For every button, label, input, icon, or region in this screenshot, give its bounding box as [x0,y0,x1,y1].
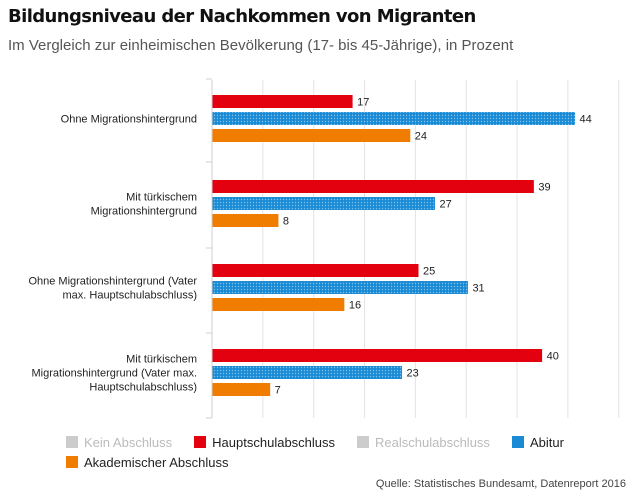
data-label: 25 [423,266,435,278]
chart-subtitle: Im Vergleich zur einheimischen Bevölkeru… [8,37,514,54]
legend-label: Abitur [529,434,564,450]
category-label: Hauptschulabschluss) [89,382,197,394]
legend-swatch [66,456,78,468]
chart-legend: Kein Abschluss Hauptschulabschluss Realsch… [66,434,626,470]
bar-hauptschulabschluss[interactable] [212,264,419,277]
bar-akademischer-abschluss[interactable] [212,298,345,311]
data-label: 16 [349,300,361,312]
data-label: 23 [407,368,419,380]
bar-chart: 17 44 24 Ohne Migrationshintergrund 39 27 8 Mit… [28,78,620,419]
chart-title: Bildungsniveau der Nachkommen von Migran… [8,6,476,27]
legend-item-hauptschulabschluss[interactable]: Hauptschulabschluss [194,434,335,450]
category-label: Ohne Migrationshintergrund [61,114,197,126]
category-label: Mit türkischem [126,192,197,204]
legend-label: Realschulabschluss [375,434,490,450]
legend-label: Akademischer Abschluss [84,454,229,470]
data-label: 44 [580,114,592,126]
bar-hauptschulabschluss[interactable] [212,95,353,108]
category-label: Mit türkischem [126,354,197,366]
category-label: max. Hauptschulabschluss) [62,290,197,302]
bar-akademischer-abschluss[interactable] [212,383,271,396]
bar-hauptschulabschluss[interactable] [212,180,534,193]
bar-abitur[interactable] [212,112,576,125]
data-label: 7 [275,385,281,397]
bar-akademischer-abschluss[interactable] [212,129,411,142]
category-label: Migrationshintergrund [91,206,197,218]
legend-swatch [194,436,207,448]
source-note: Quelle: Statistisches Bundesamt, Datenre… [375,478,626,490]
legend-item-abitur[interactable]: Abitur [511,434,564,450]
data-label: 8 [283,216,289,228]
legend-label: Kein Abschluss [84,434,173,450]
legend-swatch [511,436,524,448]
bar-hauptschulabschluss[interactable] [212,349,543,362]
legend-label: Hauptschulabschluss [212,434,336,450]
data-label: 17 [357,97,369,109]
bar-abitur[interactable] [212,366,403,379]
data-label: 39 [538,182,550,194]
data-label: 40 [547,351,559,363]
category-label: Migrationshintergrund (Vater max. [32,368,197,380]
data-label: 24 [415,131,427,143]
legend-swatch [66,436,78,448]
legend-swatch [357,436,370,448]
legend-item-kein-abschluss[interactable]: Kein Abschluss [66,434,172,450]
bar-akademischer-abschluss[interactable] [212,214,279,227]
data-label: 31 [472,283,484,295]
category-label: Ohne Migrationshintergrund (Vater [28,276,197,288]
bar-abitur[interactable] [212,281,468,294]
legend-item-akademischer-abschluss[interactable]: Akademischer Abschluss [66,454,229,470]
data-label: 27 [439,199,451,211]
legend-item-realschulabschluss[interactable]: Realschulabschluss [357,434,490,450]
bar-abitur[interactable] [212,197,435,210]
